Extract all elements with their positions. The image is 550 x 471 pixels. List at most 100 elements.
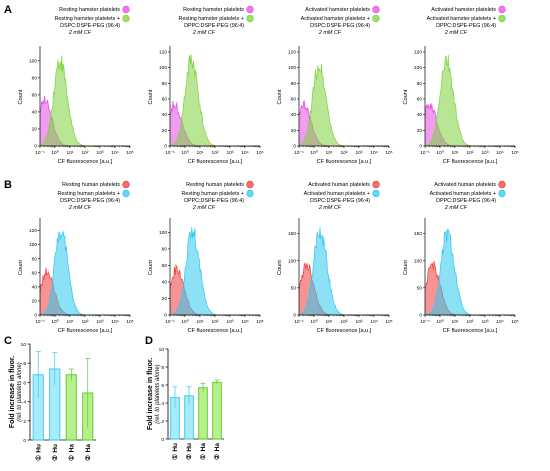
legend-swatch-B3-1	[372, 189, 380, 198]
x-tick-label-B1-3: 10²	[82, 319, 89, 325]
legend-swatch-A2-1	[246, 14, 254, 23]
x-tick-label-A1-5: 10⁴	[111, 150, 118, 156]
y-tick-label-A3-1: 20	[291, 128, 297, 134]
x-tick-label-B2-0: 10⁻¹	[165, 319, 175, 325]
y-tick-label-B3-3: 150	[288, 231, 296, 237]
panel-letter-c: C	[4, 335, 12, 347]
y-axis-title-A2: Count	[148, 89, 154, 104]
x-tick-label-A2-1: 10⁰	[181, 150, 188, 156]
x-tick-label-B1-2: 10¹	[67, 319, 74, 325]
histogram-B2: 0 20 40 60 80 100 10⁻¹ 10⁰ 10¹ 10² 10³ 10⁴ 10⁵ CF flu…	[148, 180, 264, 334]
category-mark-C-0: ①	[34, 455, 42, 461]
y-tick-label-A2-3: 60	[162, 97, 168, 103]
barchart-D: 0 2 4 6 8 10 Fold increase in fluor. (rel. to p…	[147, 347, 224, 460]
y-tick-label-B2-2: 40	[162, 280, 168, 286]
legend-entry-B2-2: DPPC:DSPE-PEG (96:4)	[184, 198, 244, 204]
y-axis-title-C: Fold increase in fluor.	[9, 356, 16, 428]
x-tick-label-B3-5: 10⁴	[370, 319, 377, 325]
y-tick-label-A1-2: 40	[32, 110, 38, 116]
x-tick-label-A1-2: 10¹	[67, 150, 74, 156]
x-axis-title-A3: CF fluorescence [a.u.]	[317, 159, 372, 165]
legend-entry-A2-2: DPPC:DSPE-PEG (96:4)	[184, 23, 244, 29]
y-tick-label-B1-0: 0	[34, 313, 37, 319]
barchart-C: 0 2 4 6 8 10 Fold increase in fluor. (rel. to p…	[9, 342, 96, 461]
x-tick-label-A4-1: 10⁰	[436, 150, 443, 156]
legend-entry-B2-3: 2 mM CF	[192, 205, 216, 211]
histogram-area-A4-s1	[425, 55, 515, 146]
legend-entry-B4-2: DPPC:DSPE-PEG (96:4)	[436, 198, 496, 204]
category-mark-D-2: ①	[199, 454, 207, 460]
legend-entry-B3-0: Activated human platelets	[308, 182, 370, 188]
legend-B2: Resting human platelets Resting human pla…	[182, 180, 254, 211]
histogram-area-A2-s1	[170, 54, 260, 146]
y-tick-label-A1-1: 20	[32, 127, 38, 133]
legend-entry-A2-1: Resting hamster platelets +	[179, 16, 244, 22]
legend-entry-B1-1: Resting human platelets +	[58, 191, 120, 197]
x-tick-label-A4-3: 10²	[467, 150, 474, 156]
legend-entry-B2-0: Resting human platelets	[186, 182, 244, 188]
histogram-area-B3-s1	[299, 227, 389, 315]
y-tick-label-A4-4: 80	[417, 81, 423, 87]
x-tick-label-B3-3: 10²	[341, 319, 348, 325]
legend-swatch-B3-0	[372, 180, 380, 189]
y-tick-label-A2-4: 80	[162, 81, 168, 87]
x-tick-label-A4-4: 10³	[482, 150, 489, 156]
y-tick-label-D-3: 6	[161, 383, 164, 389]
y-tick-label-A1-3: 60	[32, 92, 38, 98]
legend-A4: Activated hamster platelets Activated ham…	[427, 5, 506, 36]
legend-entry-B2-1: Resting human platelets +	[182, 191, 244, 197]
y-axis-title-A3: Count	[277, 89, 283, 104]
bar-D-3	[212, 381, 222, 440]
x-tick-label-B2-1: 10⁰	[181, 319, 188, 325]
x-tick-label-B3-0: 10⁻¹	[294, 319, 304, 325]
bar-D-2	[198, 387, 208, 440]
x-tick-label-B3-1: 10⁰	[310, 319, 317, 325]
x-tick-label-B4-2: 10¹	[452, 319, 459, 325]
y-tick-label-B3-1: 50	[291, 285, 297, 291]
legend-entry-B4-0: Activated human platelets	[434, 182, 496, 188]
x-tick-label-A4-6: 10⁵	[511, 150, 518, 156]
y-tick-label-C-2: 4	[23, 400, 26, 406]
category-label-D-1: Hu	[186, 443, 193, 452]
x-tick-label-B2-2: 10¹	[197, 319, 204, 325]
legend-entry-A3-3: 2 mM CF	[318, 30, 342, 36]
y-tick-label-B1-2: 40	[32, 284, 38, 290]
legend-entry-B3-2: DSPC:DSPE-PEG (96:4)	[310, 198, 370, 204]
bar-C-2	[65, 374, 77, 441]
y-tick-label-A2-1: 20	[162, 128, 168, 134]
histogram-B4: 0 50 100 150 10⁻¹ 10⁰ 10¹ 10² 10³ 10⁴ 10⁵ CF fluore…	[403, 180, 519, 334]
y-tick-label-B1-3: 60	[32, 270, 38, 276]
legend-swatch-B4-1	[498, 189, 506, 198]
legend-swatch-A3-0	[372, 5, 380, 14]
y-tick-label-B3-0: 0	[293, 313, 296, 319]
histogram-A1: 0 20 40 60 80 100 10⁻¹ 10⁰ 10¹ 10² 10³ 10⁴ 10⁵ CF flu…	[18, 5, 134, 165]
y-axis-title-B2: Count	[148, 260, 154, 275]
x-tick-label-A1-1: 10⁰	[51, 150, 58, 156]
category-label-C-2: Ha	[68, 444, 75, 453]
x-tick-label-A4-5: 10⁴	[496, 150, 503, 156]
legend-A3: Activated hamster platelets Activated ham…	[301, 5, 380, 36]
y-tick-label-C-3: 6	[23, 380, 26, 386]
legend-entry-A1-1: Resting hamster platelets +	[55, 16, 120, 22]
category-mark-C-2: ①	[67, 455, 75, 461]
legend-swatch-B1-0	[122, 180, 130, 189]
y-tick-label-A3-3: 60	[291, 97, 297, 103]
legend-entry-A2-3: 2 mM CF	[192, 30, 216, 36]
y-axis-subtitle-C: (rel. to platelets alone)	[17, 362, 23, 421]
legend-entry-A1-0: Resting hamster platelets	[59, 7, 120, 13]
histogram-B3: 0 50 100 150 10⁻¹ 10⁰ 10¹ 10² 10³ 10⁴ 10⁵ CF fluore…	[277, 180, 393, 334]
x-tick-label-A2-5: 10⁴	[241, 150, 248, 156]
x-tick-label-A3-3: 10²	[341, 150, 348, 156]
legend-B1: Resting human platelets Resting human pla…	[58, 180, 130, 211]
x-axis-title-A2: CF fluorescence [a.u.]	[188, 159, 243, 165]
x-tick-label-B4-1: 10⁰	[436, 319, 443, 325]
x-tick-label-B2-4: 10³	[227, 319, 234, 325]
x-tick-label-A2-3: 10²	[212, 150, 219, 156]
x-tick-label-B4-3: 10²	[467, 319, 474, 325]
x-tick-label-A2-2: 10¹	[197, 150, 204, 156]
x-axis-title-A4: CF fluorescence [a.u.]	[443, 159, 498, 165]
y-tick-label-B3-2: 100	[288, 258, 296, 264]
x-tick-label-B2-3: 10²	[212, 319, 219, 325]
y-axis-title-A4: Count	[403, 89, 409, 104]
